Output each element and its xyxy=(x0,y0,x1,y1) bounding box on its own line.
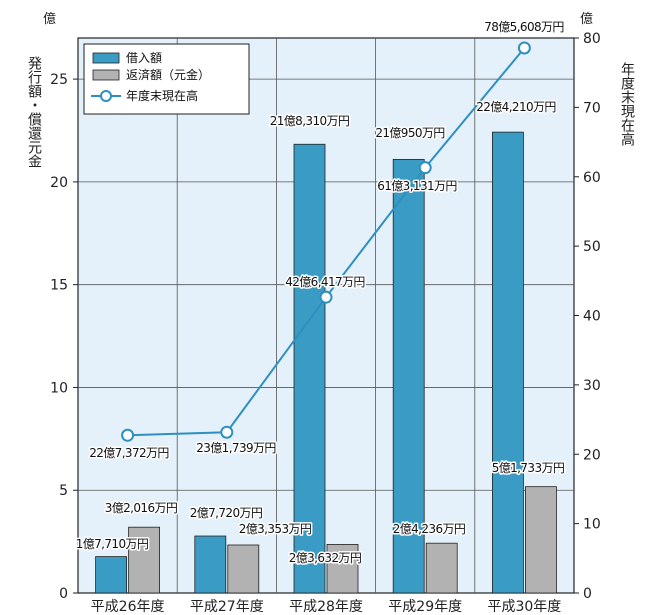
data-label-repay: 3億2,016万円 xyxy=(105,501,178,515)
bar-borrow xyxy=(194,535,227,594)
right-axis-tick-label: 60 xyxy=(583,170,601,186)
right-axis-tick-label: 30 xyxy=(583,378,601,394)
legend-swatch-repay xyxy=(92,69,120,81)
line-layer xyxy=(121,41,531,442)
left-axis-unit: 億 xyxy=(43,11,56,27)
data-label-repay: 2億3,353万円 xyxy=(239,522,312,536)
left-axis-tick-label: 25 xyxy=(50,72,68,88)
x-axis-tick-label: 平成29年度 xyxy=(388,599,462,615)
right-axis-tick-label: 0 xyxy=(583,586,592,602)
bar-repay xyxy=(227,544,260,594)
data-label-borrow: 2億7,720万円 xyxy=(190,506,263,520)
axes-layer: 0 5 10 15 20 25 0 10 20 30 40 50 60 70 80 平成26年度 平成27年度 平… xyxy=(50,31,601,615)
legend-marker-balance xyxy=(100,90,112,102)
plot-area xyxy=(77,37,575,594)
left-axis-tick-label: 5 xyxy=(59,483,68,499)
x-axis-tick-label: 平成26年度 xyxy=(91,599,165,615)
bar-borrow xyxy=(293,143,326,594)
data-label-balance: 61億3,131万円 xyxy=(377,179,457,193)
left-axis-tick-label: 0 xyxy=(59,586,68,602)
x-axis-tick-label: 平成27年度 xyxy=(190,599,264,615)
right-axis-tick-label: 80 xyxy=(583,31,601,47)
left-axis-title: 発行額・償還元金 xyxy=(26,56,42,168)
point-balance xyxy=(319,290,333,304)
data-labels-layer: 1億7,710万円 2億7,720万円 21億8,310万円 21億950万円 22億4… xyxy=(74,19,566,567)
bar-borrow xyxy=(95,556,127,594)
left-axis-tick-label: 20 xyxy=(50,175,68,191)
legend-label-repay: 返済額（元金） xyxy=(126,67,210,82)
point-balance xyxy=(517,41,531,55)
data-label-repay: 2億4,236万円 xyxy=(393,522,466,536)
bar-repay xyxy=(326,544,359,594)
legend-label-borrow: 借入額 xyxy=(126,51,162,65)
right-axis-title: 年度末現在高 xyxy=(619,62,635,146)
data-label-balance: 22億7,372万円 xyxy=(89,446,169,460)
right-axis-tick-label: 50 xyxy=(583,239,601,255)
right-axis-unit: 億 xyxy=(580,11,593,27)
right-axis-tick-label: 20 xyxy=(583,447,601,463)
data-label-borrow: 22億4,210万円 xyxy=(476,100,556,114)
point-balance xyxy=(418,161,432,175)
data-label-borrow: 21億950万円 xyxy=(375,126,444,140)
data-label-balance: 23億1,739万円 xyxy=(196,441,276,455)
bar-repay xyxy=(128,526,161,594)
bar-borrow xyxy=(491,131,524,594)
right-axis-tick-label: 40 xyxy=(583,309,601,325)
x-axis-tick-label: 平成30年度 xyxy=(487,599,561,615)
legend-swatch-borrow xyxy=(92,52,120,64)
data-label-balance: 42億6,417万円 xyxy=(285,275,365,289)
point-balance xyxy=(121,428,135,442)
x-axis-tick-label: 平成28年度 xyxy=(289,599,363,615)
bar-repay xyxy=(525,486,557,594)
left-axis-tick-label: 10 xyxy=(50,380,68,396)
bars-layer xyxy=(95,131,557,594)
legend-label-balance: 年度末現在高 xyxy=(126,88,198,103)
data-label-balance: 78億5,608万円 xyxy=(484,20,564,34)
left-axis-tick-label: 15 xyxy=(50,278,68,294)
bar-borrow xyxy=(392,158,425,594)
bar-repay xyxy=(425,542,458,594)
point-balance xyxy=(220,425,234,439)
data-label-borrow: 21億8,310万円 xyxy=(270,114,350,128)
right-axis-tick-label: 70 xyxy=(583,100,601,116)
right-axis-tick-label: 10 xyxy=(583,517,601,533)
data-label-repay: 5億1,733万円 xyxy=(492,461,565,475)
data-label-borrow: 1億7,710万円 xyxy=(76,537,149,551)
data-label-repay: 2億3,632万円 xyxy=(289,551,362,565)
legend: 借入額 返済額（元金） 年度末現在高 xyxy=(83,43,250,115)
